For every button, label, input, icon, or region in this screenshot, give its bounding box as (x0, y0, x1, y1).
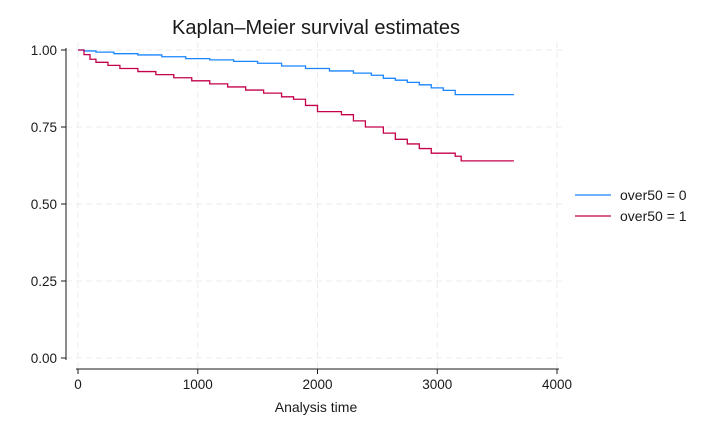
x-tick-label: 4000 (542, 377, 572, 392)
legend-label: over50 = 1 (620, 208, 687, 224)
series-line-over50-1 (78, 49, 514, 162)
y-tick-label: 1.00 (31, 43, 57, 58)
y-tick-label: 0.25 (31, 274, 57, 289)
y-tick-label: 0.50 (31, 197, 57, 212)
x-tick-label: 2000 (302, 377, 332, 392)
x-axis-label: Analysis time (275, 399, 358, 415)
y-tick-label: 0.75 (31, 120, 57, 135)
grid (66, 42, 566, 369)
series-line-over50-0 (78, 49, 514, 96)
y-tick-label: 0.00 (31, 351, 57, 366)
legend-label: over50 = 0 (620, 187, 687, 203)
series (78, 49, 514, 162)
x-tick-label: 3000 (422, 377, 452, 392)
chart-title: Kaplan–Meier survival estimates (172, 17, 460, 39)
axes: 0.00 0.25 0.50 0.75 1.00 0 1000 2000 3000 4000 (31, 43, 572, 392)
x-tick-label: 1000 (183, 377, 213, 392)
x-tick-label: 0 (74, 377, 82, 392)
legend: over50 = 0 over50 = 1 (575, 187, 687, 224)
